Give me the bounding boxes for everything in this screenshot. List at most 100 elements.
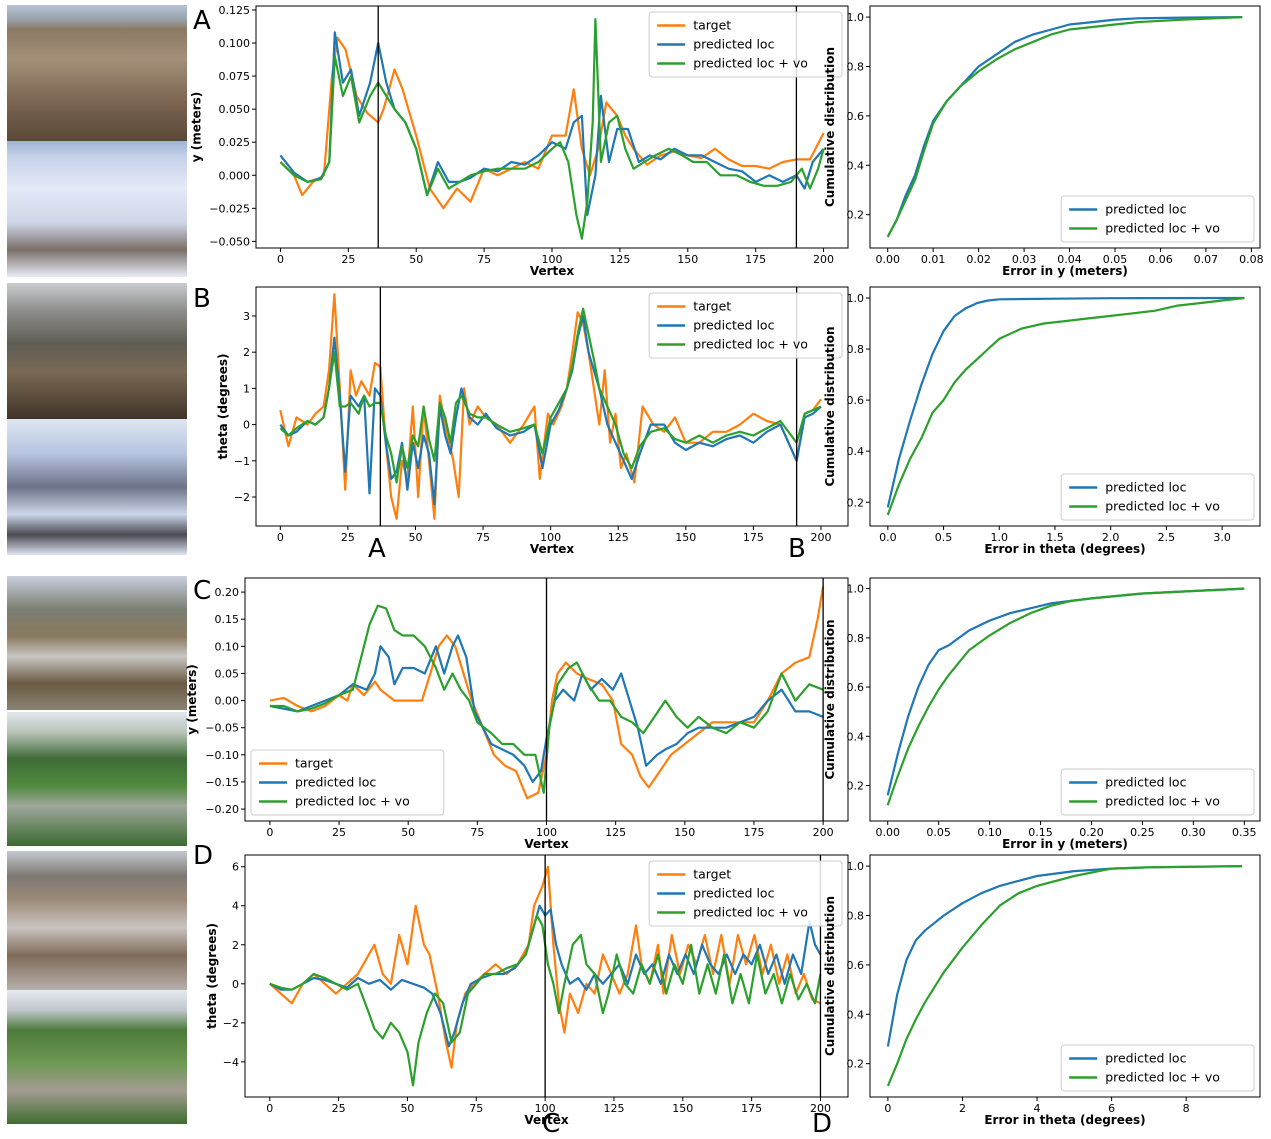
y-tick-label: 1 xyxy=(243,382,250,395)
legend-label: target xyxy=(693,18,731,33)
x-tick-label: 100 xyxy=(540,531,561,544)
legend-label: target xyxy=(693,299,731,314)
y-tick-label: 0.6 xyxy=(847,681,865,694)
plot-frame xyxy=(869,286,1261,527)
x-axis-label: Vertex xyxy=(524,1113,569,1127)
panel-letter-d: D xyxy=(193,841,214,871)
vertex-marker-d: D xyxy=(812,1109,833,1139)
photo-fence-trail-snow xyxy=(7,419,187,555)
legend-box xyxy=(1060,1044,1255,1092)
series-line-predicted-loc-vo xyxy=(269,914,822,1087)
x-tick-label: 25 xyxy=(332,1102,346,1115)
y-tick-label: −4 xyxy=(223,1056,239,1069)
x-tick-label: 0.05 xyxy=(926,826,951,839)
x-tick-label: 1.0 xyxy=(991,531,1009,544)
x-axis-label: Vertex xyxy=(530,264,575,278)
x-tick-label: 25 xyxy=(332,826,346,839)
panel-letter-c: C xyxy=(193,576,212,606)
x-tick-label: 50 xyxy=(408,531,422,544)
photo-field-trail-green xyxy=(7,990,187,1124)
y-tick-label: 0.8 xyxy=(847,910,865,923)
legend-label: predicted loc xyxy=(693,37,774,52)
panel-letter-a: A xyxy=(193,6,211,36)
plot-frame xyxy=(244,854,849,1098)
x-tick-label: 75 xyxy=(476,531,490,544)
series-line-predicted-loc xyxy=(886,587,1245,796)
series-line-predicted-loc xyxy=(886,865,1243,1047)
y-tick-label: 1.0 xyxy=(847,11,865,24)
x-tick-label: 0.08 xyxy=(1239,253,1264,266)
x-tick-label: 2.0 xyxy=(1102,531,1120,544)
x-tick-label: 200 xyxy=(810,531,831,544)
y-tick-label: 0.075 xyxy=(219,70,251,83)
x-tick-label: 125 xyxy=(605,826,626,839)
y-tick-label: −1 xyxy=(234,455,250,468)
x-tick-label: 0.05 xyxy=(1103,253,1128,266)
x-tick-label: 0 xyxy=(266,826,273,839)
series-line-predicted-loc-vo xyxy=(279,307,822,484)
y-tick-label: 4 xyxy=(232,900,239,913)
x-tick-label: 25 xyxy=(341,531,355,544)
legend-box xyxy=(648,860,843,927)
y-tick-label: 0.050 xyxy=(219,103,251,116)
legend: target predicted loc predicted loc + vo xyxy=(648,292,843,359)
x-tick-label: 75 xyxy=(469,1102,483,1115)
legend: target predicted loc predicted loc + vo xyxy=(250,749,445,816)
x-tick-label: 1.5 xyxy=(1046,531,1064,544)
x-tick-label: 75 xyxy=(470,826,484,839)
y-tick-label: 0.2 xyxy=(847,1058,865,1071)
x-tick-label: 150 xyxy=(677,253,698,266)
x-tick-label: 0.35 xyxy=(1232,826,1257,839)
vertex-marker-b: B xyxy=(788,534,806,564)
y-tick-label: 0.000 xyxy=(219,169,251,182)
x-tick-label: 125 xyxy=(608,531,629,544)
x-tick-label: 125 xyxy=(609,253,630,266)
legend-label: predicted loc + vo xyxy=(693,337,808,352)
legend-label: predicted loc xyxy=(1105,775,1186,790)
y-tick-label: 2 xyxy=(232,939,239,952)
x-tick-label: 2.5 xyxy=(1158,531,1176,544)
x-axis-label: Error in theta (degrees) xyxy=(984,542,1145,556)
x-tick-label: 0 xyxy=(266,1102,273,1115)
y-tick-label: 1.0 xyxy=(847,583,865,596)
photo-muddy-trail-summer xyxy=(7,5,187,141)
y-axis-label: Cumulative distribution xyxy=(823,47,837,207)
y-axis-label: theta (degrees) xyxy=(216,353,230,459)
x-tick-label: 6 xyxy=(1108,1102,1115,1115)
y-tick-label: −2 xyxy=(223,1017,239,1030)
y-tick-label: −0.050 xyxy=(209,235,250,248)
chart-C-right: 0.00 0.05 0.10 0.15 0.20 0.25 0.30 0.35 0.2 0.4 0.… xyxy=(823,577,1261,851)
x-tick-label: 175 xyxy=(741,1102,762,1115)
x-tick-label: 3.0 xyxy=(1213,531,1231,544)
legend-label: predicted loc xyxy=(1105,480,1186,495)
y-tick-label: 0.6 xyxy=(847,110,865,123)
y-tick-label: 0.100 xyxy=(219,37,251,50)
y-tick-label: 0.20 xyxy=(215,586,240,599)
y-tick-label: 0.4 xyxy=(847,1008,865,1021)
x-tick-label: 0.30 xyxy=(1181,826,1206,839)
legend-label: target xyxy=(693,867,731,882)
legend-label: predicted loc xyxy=(1105,202,1186,217)
y-tick-label: −0.025 xyxy=(209,202,250,215)
y-tick-label: 6 xyxy=(232,861,239,874)
panel-letter-b: B xyxy=(193,284,211,314)
x-tick-label: 175 xyxy=(743,826,764,839)
x-tick-label: 100 xyxy=(542,253,563,266)
x-tick-label: 0.20 xyxy=(1079,826,1104,839)
y-tick-label: −2 xyxy=(234,491,250,504)
x-tick-label: 0.02 xyxy=(966,253,991,266)
x-tick-label: 50 xyxy=(401,826,415,839)
x-tick-label: 0.5 xyxy=(935,531,953,544)
y-axis-label: Cumulative distribution xyxy=(823,620,837,780)
y-tick-label: 0 xyxy=(243,419,250,432)
x-tick-label: 200 xyxy=(813,253,834,266)
legend-label: target xyxy=(295,756,333,771)
chart-A-left: 0 25 50 75 100 125 150 175 200 −0.050 −0.025 0.000 0… xyxy=(189,4,849,278)
legend: predicted loc predicted loc + vo xyxy=(1060,195,1255,243)
legend: target predicted loc predicted loc + vo xyxy=(648,860,843,927)
legend-label: predicted loc + vo xyxy=(295,794,410,809)
y-tick-label: 0.4 xyxy=(847,730,865,743)
photo-grass-trail-green xyxy=(7,712,187,846)
y-tick-label: 0.2 xyxy=(847,496,865,509)
